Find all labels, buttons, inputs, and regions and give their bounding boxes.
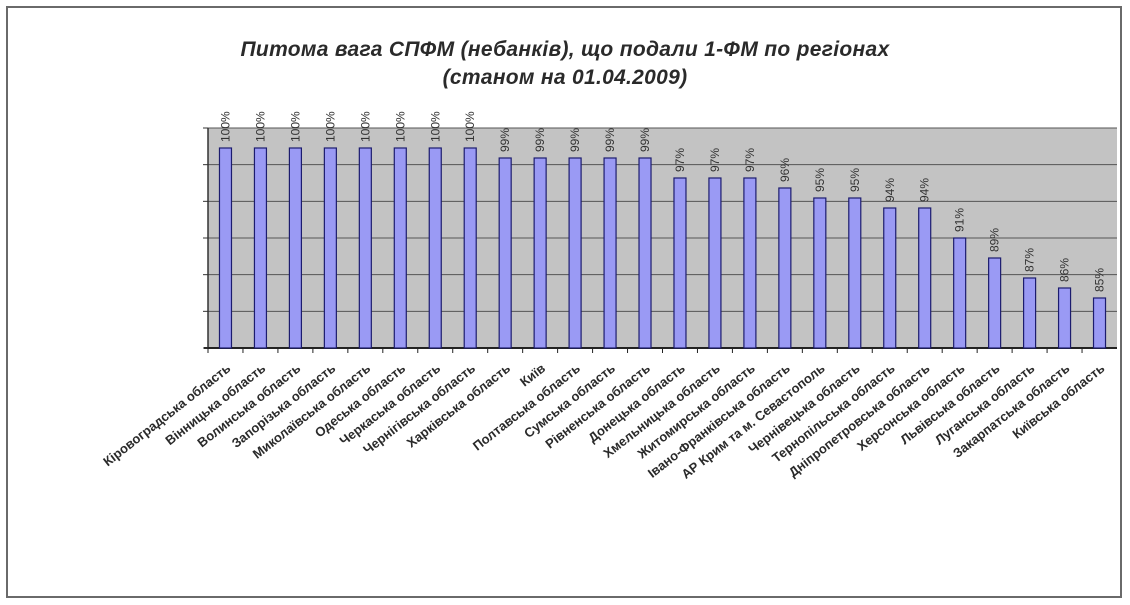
data-label: 97% [708,148,722,172]
data-label: 97% [673,148,687,172]
bar [848,197,862,349]
data-label: 99% [603,128,617,152]
data-label: 97% [743,148,757,172]
data-label: 91% [953,208,967,232]
data-label: 100% [463,111,477,142]
bar [463,147,477,349]
data-label: 95% [813,168,827,192]
bar [603,157,617,349]
bar [568,157,582,349]
bar [288,147,303,349]
bar [358,147,372,349]
data-label: 89% [988,228,1002,252]
bar [883,207,897,349]
bar [428,147,442,349]
bar [918,207,932,349]
bar [498,157,512,349]
bar [708,177,722,349]
bar [1057,287,1072,349]
bar [218,147,233,349]
data-label: 100% [393,111,407,142]
bar [953,237,967,349]
data-label: 100% [218,111,232,142]
bar [638,157,652,349]
data-label: 99% [568,128,582,152]
bar [253,147,268,349]
data-label: 100% [253,111,267,142]
data-label: 86% [1058,258,1072,282]
bar [323,147,337,349]
bar [778,187,792,349]
bar [533,157,547,349]
data-label: 99% [638,128,652,152]
bar [988,257,1002,349]
data-label: 87% [1023,248,1037,272]
data-label: 100% [288,111,302,142]
data-label: 94% [883,178,897,202]
bar [1022,277,1037,349]
data-label: 96% [778,158,792,182]
data-label: 94% [918,178,932,202]
data-label: 100% [323,111,337,142]
bar [673,177,687,349]
bar [813,197,827,349]
data-label: 100% [358,111,372,142]
chart-title: Питома вага СПФМ (небанків), що подали 1… [240,38,890,61]
chart-subtitle: (станом на 01.04.2009) [442,66,688,89]
bar [393,147,407,349]
data-label: 100% [428,111,442,142]
data-label: 95% [848,168,862,192]
bar [1092,297,1107,349]
bar [743,177,757,349]
data-label: 99% [533,128,547,152]
data-label: 99% [498,128,512,152]
data-label: 85% [1093,268,1107,292]
